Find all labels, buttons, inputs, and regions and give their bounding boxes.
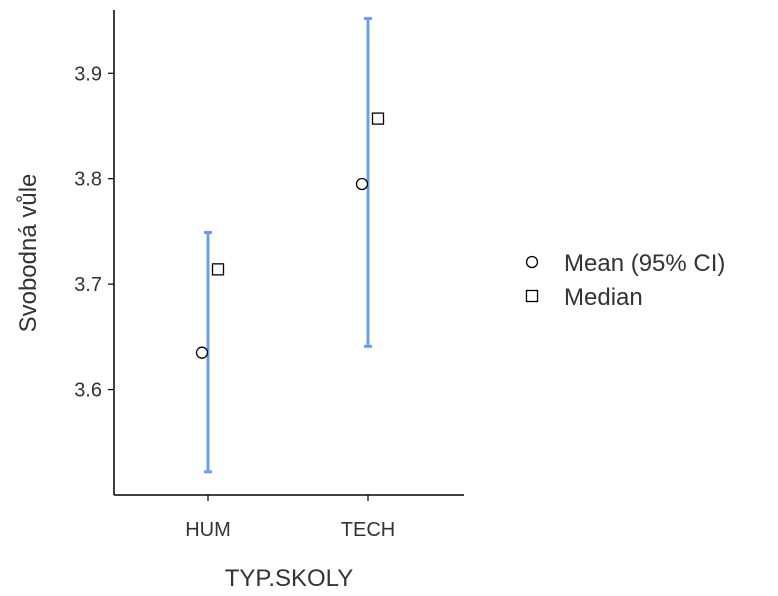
ci-bars bbox=[204, 16, 372, 474]
y-tick-label: 3.8 bbox=[74, 169, 102, 191]
x-ticks: HUM TECH bbox=[185, 495, 395, 541]
legend-mean-marker bbox=[525, 255, 539, 269]
y-tick-label: 3.7 bbox=[74, 274, 102, 296]
legend-median-marker bbox=[525, 289, 539, 303]
legend: Mean (95% CI) Median bbox=[525, 250, 725, 311]
y-tick-label: 3.6 bbox=[74, 380, 102, 402]
mean-point bbox=[355, 177, 369, 191]
y-axis-title: Svobodná vůle bbox=[15, 174, 42, 333]
legend-mean-label: Mean (95% CI) bbox=[564, 250, 725, 277]
points bbox=[195, 112, 385, 359]
y-ticks: 3.6 3.7 3.8 3.9 bbox=[74, 63, 114, 402]
x-tick-label: TECH bbox=[341, 519, 395, 541]
mean-point bbox=[195, 346, 209, 359]
y-tick-label: 3.9 bbox=[74, 63, 102, 85]
x-axis-title: TYP.SKOLY bbox=[225, 565, 354, 592]
legend-median-label: Median bbox=[564, 284, 643, 311]
median-point bbox=[371, 112, 385, 125]
median-point bbox=[211, 263, 225, 276]
x-tick-label: HUM bbox=[185, 519, 231, 541]
